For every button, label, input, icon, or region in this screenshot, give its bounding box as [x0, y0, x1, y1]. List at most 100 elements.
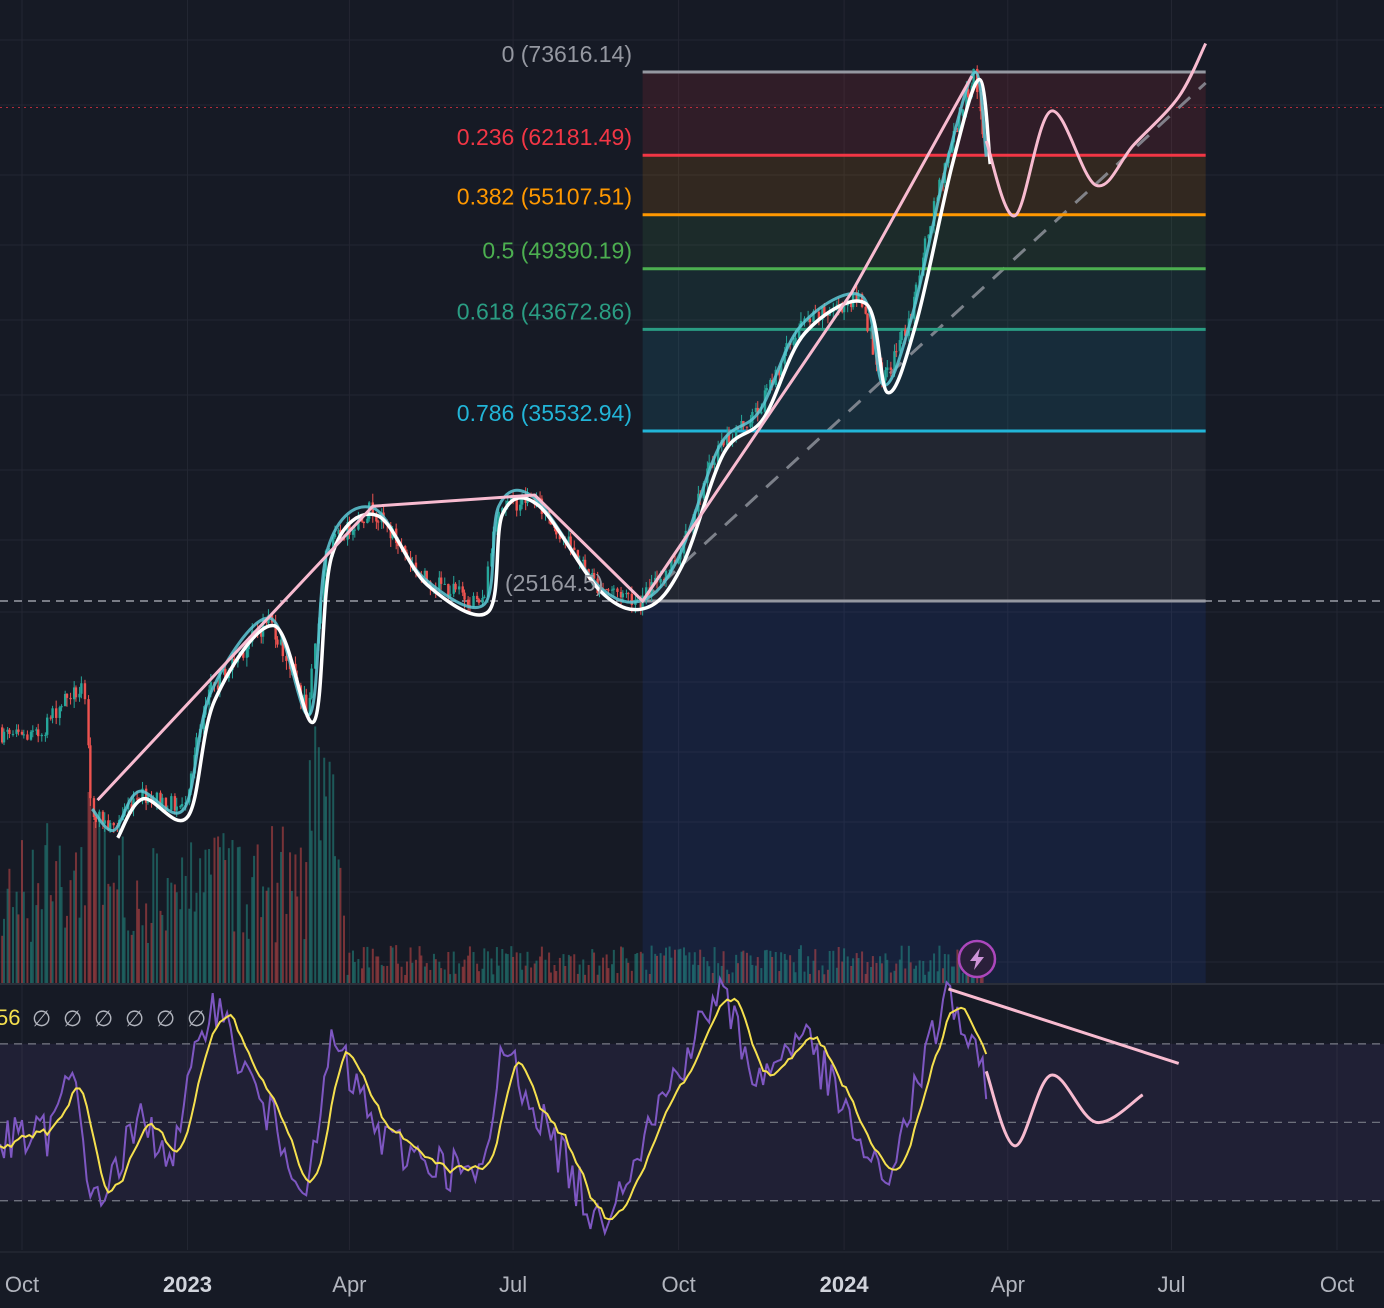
x-axis-tick-label: Oct	[5, 1272, 39, 1297]
candle	[74, 687, 78, 698]
candle	[89, 745, 92, 799]
volume-bar	[80, 847, 83, 983]
rsi-projection-line	[984, 1070, 1144, 1148]
volume-bar	[504, 953, 507, 983]
candle	[842, 305, 846, 313]
volume-bar	[175, 892, 178, 983]
fib-zone	[642, 155, 1206, 215]
volume-bar	[828, 950, 831, 983]
candle	[132, 798, 135, 810]
volume-bar	[127, 930, 130, 983]
volume-bar	[281, 826, 284, 983]
volume-bar	[375, 956, 378, 983]
volume-bar	[227, 848, 230, 983]
volume-bar	[440, 968, 443, 983]
volume-bar	[641, 953, 644, 983]
candle	[305, 694, 308, 715]
candle	[866, 313, 869, 332]
volume-bar	[423, 966, 426, 983]
volume-bar	[506, 954, 509, 983]
candle	[36, 729, 40, 737]
candle	[893, 351, 896, 370]
candle	[817, 311, 821, 320]
volume-bar	[900, 945, 903, 983]
candle	[707, 462, 711, 469]
volume-bar	[299, 847, 302, 983]
candle	[677, 559, 680, 564]
volume-bar	[798, 948, 801, 983]
volume-bar	[22, 891, 25, 983]
candle	[454, 583, 457, 590]
volume-bar	[656, 955, 659, 983]
rsi-header-flag: ∅	[156, 1006, 175, 1031]
candle	[44, 734, 47, 736]
candle	[670, 559, 673, 571]
volume-bar	[697, 965, 700, 983]
volume-bar	[245, 904, 248, 983]
candle	[78, 693, 81, 698]
volume-bar	[720, 965, 723, 983]
volume-bar	[181, 857, 184, 983]
volume-bar	[150, 922, 153, 983]
volume-bar	[411, 962, 414, 983]
candle	[900, 329, 903, 341]
volume-bar	[262, 886, 265, 983]
volume-bar	[236, 847, 239, 983]
fib-level-label: 0.236 (62181.49)	[457, 124, 632, 150]
volume-bar	[904, 968, 907, 983]
volume-bar	[548, 952, 551, 983]
candle	[904, 329, 907, 336]
volume-bar	[449, 974, 452, 983]
candle	[573, 547, 576, 551]
candle	[639, 599, 643, 608]
volume-bar	[35, 905, 38, 983]
volume-bar	[432, 953, 435, 983]
volume-bar	[871, 956, 874, 983]
volume-bar	[472, 952, 475, 983]
volume-bar	[73, 870, 76, 983]
candle	[353, 529, 356, 531]
candle	[967, 89, 970, 98]
lightning-icon[interactable]	[957, 939, 997, 979]
volume-bar	[645, 969, 648, 983]
volume-bar	[922, 960, 925, 983]
candle	[779, 363, 783, 376]
volume-bar	[837, 946, 840, 983]
candle	[821, 306, 824, 320]
volume-bar	[702, 956, 705, 983]
candle	[15, 729, 18, 734]
volume-bar	[621, 947, 624, 983]
candle	[155, 792, 159, 801]
candle	[569, 536, 572, 548]
volume-bar	[40, 909, 43, 983]
volume-bar	[461, 966, 464, 983]
volume-bar	[346, 974, 349, 983]
volume-bar	[512, 956, 515, 983]
volume-bar	[371, 948, 374, 983]
volume-bar	[334, 856, 337, 983]
volume-bar	[98, 812, 101, 983]
candle	[794, 337, 797, 342]
volume-bar	[58, 845, 61, 983]
volume-bar	[612, 949, 615, 983]
x-axis-tick-label: Apr	[332, 1272, 366, 1297]
candle	[161, 797, 164, 807]
teal-ma-line	[90, 70, 988, 832]
volume-bar	[353, 962, 356, 983]
volume-bar	[101, 904, 104, 983]
volume-bar	[497, 965, 500, 983]
volume-bar	[602, 957, 605, 983]
volume-bar	[751, 964, 754, 983]
candle	[216, 685, 220, 690]
candle	[87, 699, 90, 746]
volume-bar	[386, 965, 389, 983]
volume-bar	[49, 895, 52, 983]
volume-bars	[1, 726, 984, 983]
volume-bar	[654, 953, 657, 983]
candle	[439, 577, 443, 584]
candle	[592, 573, 596, 579]
volume-bar	[846, 956, 849, 983]
volume-bar	[803, 971, 806, 983]
volume-bar	[884, 953, 887, 983]
